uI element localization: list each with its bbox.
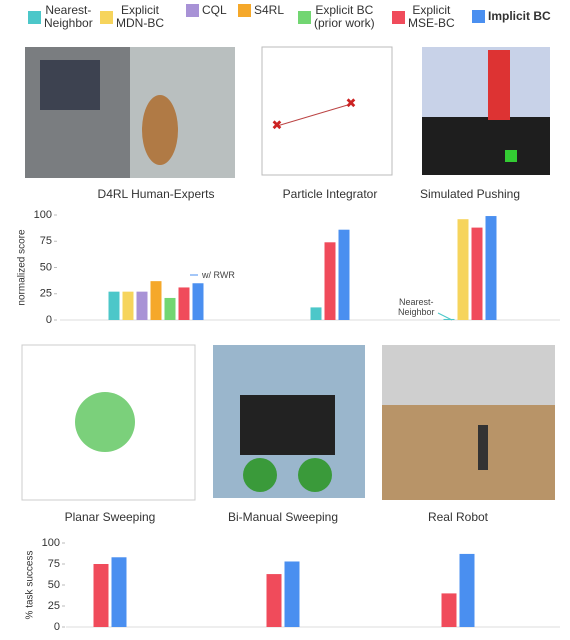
y-tick-label: 25	[48, 600, 60, 612]
bar	[111, 557, 127, 627]
legend-item: CQL	[186, 4, 227, 17]
bar	[338, 229, 350, 320]
image-detail	[478, 425, 488, 470]
images: ✖ ✖	[21, 46, 555, 501]
legend-item: Explicit BC (prior work)	[298, 4, 375, 30]
panel-caption: Bi-Manual Sweeping	[228, 510, 338, 524]
legend-label: Explicit MDN-BC	[116, 3, 164, 30]
bar	[136, 291, 148, 320]
image-detail	[240, 395, 335, 455]
legend-label: S4RL	[254, 3, 285, 17]
bar	[310, 307, 322, 320]
bar	[284, 561, 300, 627]
annotation-line	[437, 312, 453, 321]
bar	[164, 297, 176, 320]
bar	[485, 216, 497, 320]
image-detail	[276, 103, 352, 127]
y-tick-label: 0	[46, 314, 52, 326]
image-pushing	[422, 117, 550, 175]
y-axis-label: normalized score	[17, 229, 28, 306]
annotation: Nearest- Neighbor	[398, 297, 435, 317]
bar	[459, 553, 475, 627]
panel-caption: Simulated Pushing	[420, 187, 520, 201]
image-detail	[505, 150, 517, 162]
annotation: w/ RWR	[202, 270, 235, 280]
panel-caption: Planar Sweeping	[65, 510, 156, 524]
image-detail: ✖	[346, 95, 357, 110]
image-detail: ✖	[272, 117, 283, 132]
bar	[122, 291, 134, 320]
bar	[457, 219, 469, 320]
legend-label: Explicit MSE-BC	[408, 3, 455, 30]
y-axis-label: % task success	[25, 551, 36, 620]
legend-swatch	[392, 10, 405, 24]
bar	[324, 242, 336, 320]
bar	[93, 564, 109, 627]
panel-caption: Real Robot	[428, 510, 489, 524]
y-tick-label: 50	[48, 579, 60, 591]
panel-caption: Particle Integrator	[283, 187, 378, 201]
image-detail	[488, 50, 510, 120]
bar	[150, 281, 162, 320]
y-tick-label: 25	[40, 288, 52, 300]
legend-label: Implicit BC	[488, 9, 551, 23]
legend-item: Explicit MSE-BC	[392, 4, 455, 30]
image-detail	[298, 458, 332, 492]
bar	[192, 283, 204, 320]
legend-swatch	[472, 10, 485, 23]
legend-swatch	[100, 10, 113, 24]
image-detail	[382, 345, 555, 405]
y-tick-label: 75	[48, 558, 60, 570]
bar	[441, 593, 457, 627]
y-tick-label: 75	[40, 235, 52, 247]
legend-swatch	[28, 10, 41, 24]
image-pushing	[422, 47, 550, 117]
legend-item: Explicit MDN-BC	[100, 4, 164, 30]
legend-label: CQL	[202, 3, 227, 17]
legend-swatch	[298, 10, 311, 24]
legend-label: Nearest- Neighbor	[44, 3, 93, 30]
bar	[443, 318, 455, 320]
y-tick-label: 100	[42, 537, 60, 549]
bar	[178, 287, 190, 320]
legend-item: Nearest- Neighbor	[28, 4, 93, 30]
legend-swatch	[238, 4, 251, 17]
legend-label: Explicit BC (prior work)	[314, 3, 375, 30]
legend-item: S4RL	[238, 4, 284, 17]
bar	[471, 227, 483, 320]
legend-swatch	[186, 4, 199, 17]
image-detail	[243, 458, 277, 492]
y-tick-label: 50	[40, 261, 52, 273]
image-detail	[142, 95, 178, 165]
image-detail	[40, 60, 100, 110]
bar	[266, 574, 282, 627]
bar	[108, 291, 120, 320]
y-tick-label: 0	[54, 621, 60, 633]
legend-item: Implicit BC	[472, 10, 551, 23]
y-tick-label: 100	[34, 209, 52, 221]
panel-caption: D4RL Human-Experts	[98, 187, 215, 201]
image-detail	[75, 392, 135, 452]
